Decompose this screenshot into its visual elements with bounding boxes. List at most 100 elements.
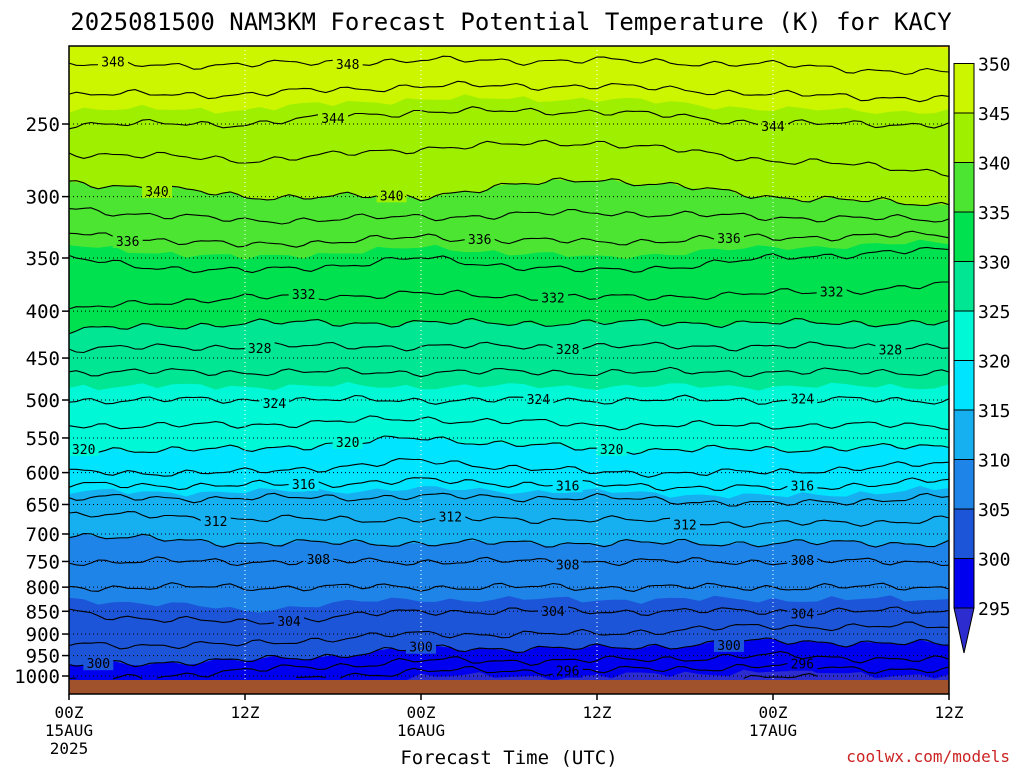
contour-300 — [68, 637, 950, 668]
contour-label: 300 — [717, 639, 740, 654]
contour-label: 332 — [541, 292, 564, 307]
y-tick-label: 650 — [26, 494, 60, 516]
contour-label: 320 — [336, 436, 359, 451]
contour-318 — [69, 458, 950, 478]
contour-334 — [68, 246, 950, 274]
contour-label: 332 — [820, 286, 843, 301]
colorbar-label: 310 — [978, 451, 1011, 472]
contour-296 — [296, 661, 950, 679]
contour-label-bg — [670, 517, 700, 532]
contour-label-bg — [787, 553, 818, 568]
contour-label: 340 — [145, 185, 168, 200]
x-tick-date: 16AUG — [397, 721, 445, 740]
contour-label-bg — [288, 287, 319, 302]
contour-label: 328 — [879, 344, 902, 359]
contour-344 — [68, 106, 950, 130]
colorbar-label: 305 — [978, 500, 1011, 521]
contour-label: 312 — [673, 518, 696, 533]
contour-label-bg — [244, 340, 275, 355]
contour-label: 304 — [277, 615, 301, 630]
contour-label: 328 — [556, 343, 579, 358]
contour-label-bg — [332, 57, 363, 72]
x-tick-label: 00Z — [759, 703, 788, 722]
colorbar-label: 315 — [978, 401, 1011, 422]
contour-label: 344 — [761, 120, 785, 135]
contour-338 — [68, 207, 950, 225]
colorbar-bin — [953, 162, 975, 213]
x-tick-label: 00Z — [407, 703, 436, 722]
y-tick-label: 500 — [26, 390, 60, 412]
credit-text: coolwx.com/models — [846, 747, 1010, 766]
contour-label-bg — [758, 118, 788, 133]
contour-label-bg — [142, 184, 172, 199]
contour-322 — [68, 415, 950, 431]
colorbar-label: 320 — [978, 352, 1011, 373]
contour-label-bg — [464, 232, 495, 247]
contour-label-bg — [318, 110, 348, 125]
contour-label: 308 — [307, 553, 330, 568]
contour-label-bg — [875, 342, 906, 357]
contour-340 — [68, 177, 950, 207]
contour-label: 344 — [321, 112, 345, 127]
x-tick-date: 17AUG — [749, 721, 797, 740]
contour-label-bg — [68, 442, 99, 457]
contour-332 — [68, 281, 949, 310]
colorbar-bin — [953, 558, 975, 609]
contour-label-bg — [435, 509, 466, 524]
contour-330 — [68, 317, 950, 335]
contour-label: 316 — [791, 479, 814, 494]
colorbar-label: 335 — [978, 203, 1011, 224]
colorbar-bottom-arrow — [953, 607, 975, 654]
contour-label-bg — [376, 188, 407, 203]
contour-326 — [68, 366, 950, 378]
contour-label: 316 — [292, 478, 315, 493]
contour-label: 324 — [263, 397, 287, 412]
x-tick-year: 2025 — [50, 739, 89, 758]
y-tick-label: 1000 — [14, 666, 60, 688]
contour-label-bg — [552, 557, 583, 572]
contour-label: 340 — [380, 189, 403, 204]
x-tick-date: 15AUG — [45, 721, 93, 740]
y-tick-label: 450 — [26, 348, 60, 370]
x-tick-label: 00Z — [55, 703, 84, 722]
x-axis-label: Forecast Time (UTC) — [400, 747, 617, 768]
field-band-325-330 — [68, 318, 950, 391]
contour-label: 308 — [791, 554, 814, 569]
colorbar-label: 350 — [978, 55, 1011, 76]
colorbar-bin — [953, 360, 975, 411]
contour-label: 328 — [248, 342, 271, 357]
contour-336 — [68, 230, 950, 248]
contour-label-bg — [552, 342, 583, 357]
contour-label-bg — [523, 391, 554, 406]
contour-label-bg — [83, 656, 114, 671]
contour-label: 320 — [72, 443, 95, 458]
contour-label-bg — [714, 637, 744, 652]
y-tick-label: 550 — [26, 428, 60, 450]
contour-label-bg — [112, 233, 143, 248]
x-tick-label: 12Z — [583, 703, 612, 722]
contour-label-bg — [98, 54, 128, 69]
contour-label-bg — [787, 391, 818, 406]
y-tick-label: 300 — [26, 187, 60, 209]
contour-label: 332 — [292, 288, 315, 303]
colorbar-label: 295 — [978, 599, 1011, 620]
contour-label: 296 — [556, 665, 579, 680]
y-tick-label: 400 — [26, 301, 60, 323]
contour-label-bg — [787, 606, 818, 621]
contour-label-bg — [332, 434, 363, 449]
y-tick-label: 800 — [26, 577, 60, 599]
contour-346 — [68, 80, 950, 103]
chart-title: 2025081500 NAM3KM Forecast Potential Tem… — [70, 8, 952, 36]
colorbar-bin — [953, 508, 975, 559]
colorbar-label: 340 — [978, 154, 1011, 175]
gridlines — [69, 46, 949, 680]
contour-label-bg — [288, 476, 319, 491]
contour-label-bg — [538, 290, 568, 305]
x-tick-label: 12Z — [935, 703, 964, 722]
contour-label: 296 — [791, 658, 814, 673]
colorbar-label: 345 — [978, 104, 1011, 125]
contour-320 — [68, 435, 950, 455]
contour-328 — [68, 341, 950, 354]
